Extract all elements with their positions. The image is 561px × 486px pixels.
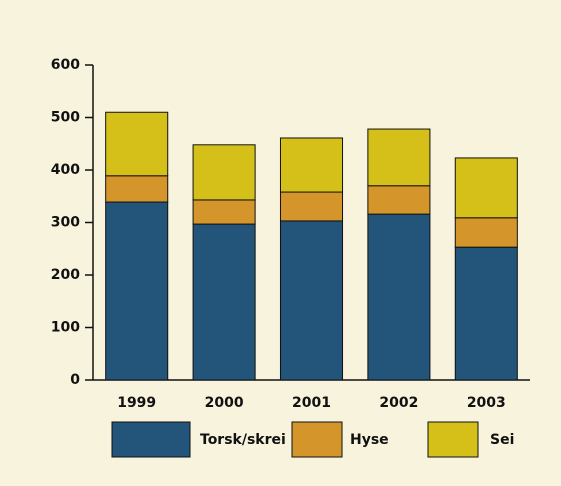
bar: [105, 175, 169, 203]
bar: [279, 137, 344, 193]
x-tick-label: 2003: [467, 395, 506, 411]
bar: [192, 144, 256, 201]
legend-swatch: [291, 421, 343, 458]
y-tick-label: 500: [51, 110, 80, 126]
bar: [454, 246, 518, 381]
x-tick-label: 2000: [205, 395, 244, 411]
bar: [367, 185, 431, 215]
y-tick-label: 200: [51, 267, 80, 283]
legend-label: Hyse: [350, 432, 389, 448]
y-tick-label: 400: [51, 162, 80, 178]
x-tick-label: 2002: [379, 395, 418, 411]
legend-swatch: [111, 421, 191, 458]
bar: [454, 217, 518, 248]
bar: [192, 223, 256, 381]
bar: [105, 111, 169, 177]
bar: [454, 157, 518, 219]
legend-label: Torsk/skrei: [200, 432, 286, 448]
x-tick-label: 2001: [292, 395, 331, 411]
y-tick-label: 300: [51, 215, 80, 231]
bar: [105, 201, 169, 381]
legend-label: Sei: [490, 432, 514, 448]
x-tick-label: 1999: [117, 395, 156, 411]
y-tick-label: 600: [51, 57, 80, 73]
y-tick-label: 100: [51, 320, 80, 336]
bar: [279, 220, 344, 381]
bar: [367, 128, 431, 187]
bar: [367, 213, 431, 381]
y-tick-label: 0: [70, 372, 80, 388]
bar: [192, 199, 256, 225]
legend-swatch: [427, 421, 479, 458]
bar: [279, 191, 344, 222]
